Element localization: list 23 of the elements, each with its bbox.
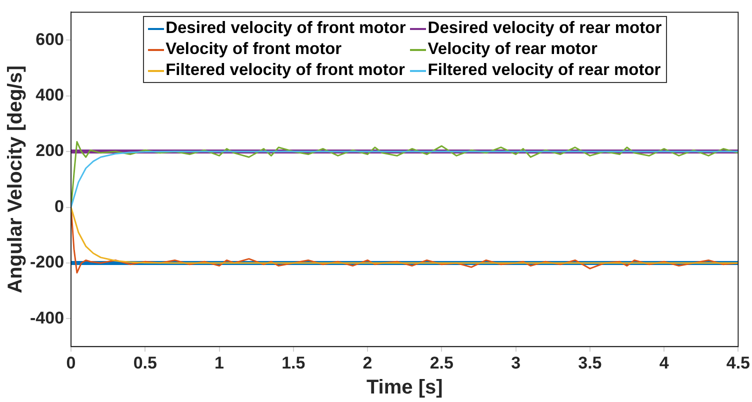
legend-label: Velocity of front motor — [166, 39, 342, 60]
y-tick-label: 600 — [36, 30, 64, 49]
y-tick-label: -200 — [30, 252, 64, 272]
y-tick-label: 400 — [36, 85, 64, 104]
legend-label: Filtered velocity of rear motor — [428, 60, 661, 82]
x-tick-label: 2.5 — [430, 353, 454, 372]
y-tick-label: 200 — [36, 141, 64, 160]
legend-label: Desired velocity of rear motor — [428, 18, 662, 40]
x-tick-label: 1.5 — [282, 353, 306, 372]
y-tick-label: -400 — [30, 308, 64, 328]
x-axis-title: Time [s] — [366, 376, 443, 399]
y-axis-title: Angular Velocity [deg/s] — [4, 65, 27, 294]
y-tick-label: 0 — [54, 196, 64, 216]
legend-label: Velocity of rear motor — [428, 39, 598, 60]
x-tick-label: 1 — [214, 353, 224, 372]
x-tick-label: 4 — [659, 353, 670, 372]
x-tick-label: 4.5 — [726, 353, 750, 372]
x-tick-label: 2 — [362, 353, 372, 372]
x-tick-label: 3.5 — [578, 353, 602, 372]
x-tick-label: 3 — [511, 353, 521, 372]
legend-label: Filtered velocity of front motor — [166, 60, 405, 82]
legend-label: Desired velocity of front motor — [166, 18, 406, 40]
x-tick-label: 0.5 — [133, 353, 157, 372]
